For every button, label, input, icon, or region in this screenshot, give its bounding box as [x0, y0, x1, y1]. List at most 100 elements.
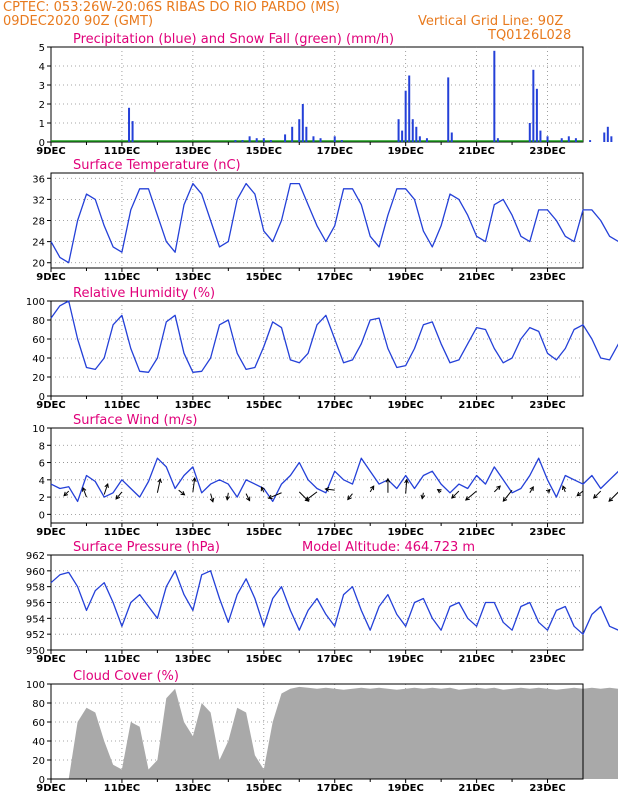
- wind-arrow-head: [104, 483, 109, 488]
- wind-arrow-shaft: [576, 490, 584, 497]
- precip-bar: [535, 88, 538, 142]
- precip-title: Precipitation (blue) and Snow Fall (gree…: [73, 32, 394, 47]
- wind-wind-arrow: [502, 489, 513, 502]
- cloud-ytick-label: 40: [32, 737, 45, 748]
- precip-ytick-label: 3: [39, 81, 45, 92]
- cloud-xtick-label: 9DEC: [36, 783, 65, 794]
- wind-arrow-head: [225, 495, 231, 501]
- temp-ytick-label: 20: [32, 259, 45, 270]
- precip-bar: [425, 138, 428, 142]
- precip-xtick-label: 21DEC: [458, 146, 494, 157]
- wind-wind-arrow: [156, 478, 162, 493]
- wind-wind-arrow: [304, 491, 318, 501]
- precip-bar: [447, 77, 450, 142]
- pressure-ytick-label: 954: [26, 614, 45, 625]
- wind-arrow-head: [385, 477, 391, 483]
- temp-ytick-label: 32: [32, 195, 45, 206]
- wind-wind-arrow: [420, 492, 426, 500]
- wind-arrow-shaft: [245, 493, 251, 501]
- wind-arrow-head: [369, 485, 375, 491]
- precip-xtick-label: 11DEC: [104, 146, 140, 157]
- pressure-xtick-label: 19DEC: [387, 654, 423, 665]
- precip-bar: [401, 130, 404, 142]
- wind-wind-arrow: [347, 493, 353, 501]
- cloud-frame-top: [50, 683, 584, 780]
- wind-arrow-shaft: [103, 483, 109, 495]
- wind-wind-arrow: [260, 486, 266, 493]
- rh-xtick-label: 19DEC: [387, 400, 423, 411]
- wind-xtick-label: 13DEC: [175, 527, 211, 538]
- rh-ytick-label: 80: [32, 316, 45, 327]
- temp-panel: [47, 172, 618, 272]
- precip-xtick-label: 13DEC: [175, 146, 211, 157]
- precip-bar: [560, 138, 563, 142]
- pressure-xtick-label: 9DEC: [36, 654, 65, 665]
- wind-ytick-label: 10: [32, 424, 45, 435]
- wind-wind-arrow: [209, 493, 215, 503]
- precip-bar: [450, 132, 453, 142]
- wind-arrow-head: [304, 496, 310, 501]
- wind-arrow-head: [608, 497, 614, 502]
- pressure-xtick-label: 23DEC: [529, 654, 565, 665]
- precip-bar: [418, 136, 421, 142]
- pressure-ytick-label: 960: [26, 567, 45, 578]
- wind-wind-arrow: [576, 490, 584, 497]
- precip-bar: [528, 123, 531, 142]
- precip-bar: [291, 126, 294, 142]
- temp-ytick-label: 24: [32, 238, 45, 249]
- cloud-xtick-label: 23DEC: [529, 783, 565, 794]
- wind-title: Surface Wind (m/s): [73, 413, 197, 428]
- temp-ytick-label: 28: [32, 217, 45, 228]
- wind-xtick-label: 15DEC: [246, 527, 282, 538]
- precip-bar: [340, 140, 343, 142]
- precip-xtick-label: 23DEC: [529, 146, 565, 157]
- temp-title: Surface Temperature (nC): [73, 158, 241, 173]
- cloud-ytick-label: 80: [32, 699, 45, 710]
- precip-bar: [606, 126, 609, 142]
- pressure-series-line: [50, 570, 618, 635]
- precip-bar: [493, 50, 496, 142]
- precip-bar: [312, 136, 315, 142]
- wind-arrow-shaft: [502, 489, 513, 502]
- wind-arrow-head: [191, 476, 197, 482]
- pressure-annotation: Model Altitude: 464.723 m: [302, 540, 475, 555]
- temp-xtick-label: 21DEC: [458, 272, 494, 283]
- precip-bar: [397, 119, 400, 142]
- precip-bar: [241, 140, 244, 142]
- wind-arrow-shaft: [465, 490, 477, 501]
- precip-ytick-label: 0: [39, 138, 45, 149]
- wind-arrow-shaft: [529, 486, 534, 494]
- wind-arrow-shaft: [369, 485, 375, 493]
- wind-arrow-head: [347, 495, 352, 501]
- pressure-ytick-label: 962: [26, 551, 45, 562]
- header-grid-line: Vertical Grid Line: 90Z: [418, 14, 564, 29]
- temp-series-line: [50, 182, 618, 264]
- rh-xtick-label: 23DEC: [529, 400, 565, 411]
- temp-xtick-label: 13DEC: [175, 272, 211, 283]
- wind-arrow-head: [260, 486, 266, 492]
- temp-ytick-label: 36: [32, 174, 45, 185]
- rh-title: Relative Humidity (%): [73, 286, 215, 301]
- wind-ytick-label: 8: [39, 441, 45, 452]
- wind-xtick-label: 9DEC: [36, 527, 65, 538]
- wind-arrow-head: [157, 478, 162, 484]
- precip-bar: [404, 90, 407, 142]
- pressure-xtick-label: 17DEC: [317, 654, 353, 665]
- wind-frame: [50, 427, 584, 524]
- wind-arrow-shaft: [226, 492, 229, 500]
- rh-xtick-label: 11DEC: [104, 400, 140, 411]
- precip-bar: [589, 140, 592, 142]
- wind-arrow-shaft: [493, 485, 501, 493]
- wind-arrow-head: [420, 494, 426, 500]
- wind-panel: [47, 427, 618, 527]
- rh-xtick-label: 17DEC: [317, 400, 353, 411]
- precip-bar: [301, 104, 304, 142]
- wind-arrow-shaft: [82, 487, 87, 498]
- wind-wind-arrow: [385, 477, 391, 493]
- wind-arrow-shaft: [451, 490, 460, 499]
- header-date: 09DEC2020 90Z (GMT): [3, 14, 154, 29]
- wind-arrow-shaft: [178, 489, 185, 496]
- cloud-xtick-label: 19DEC: [387, 783, 423, 794]
- wind-ytick-label: 6: [39, 459, 45, 470]
- precip-ytick-label: 1: [39, 119, 45, 130]
